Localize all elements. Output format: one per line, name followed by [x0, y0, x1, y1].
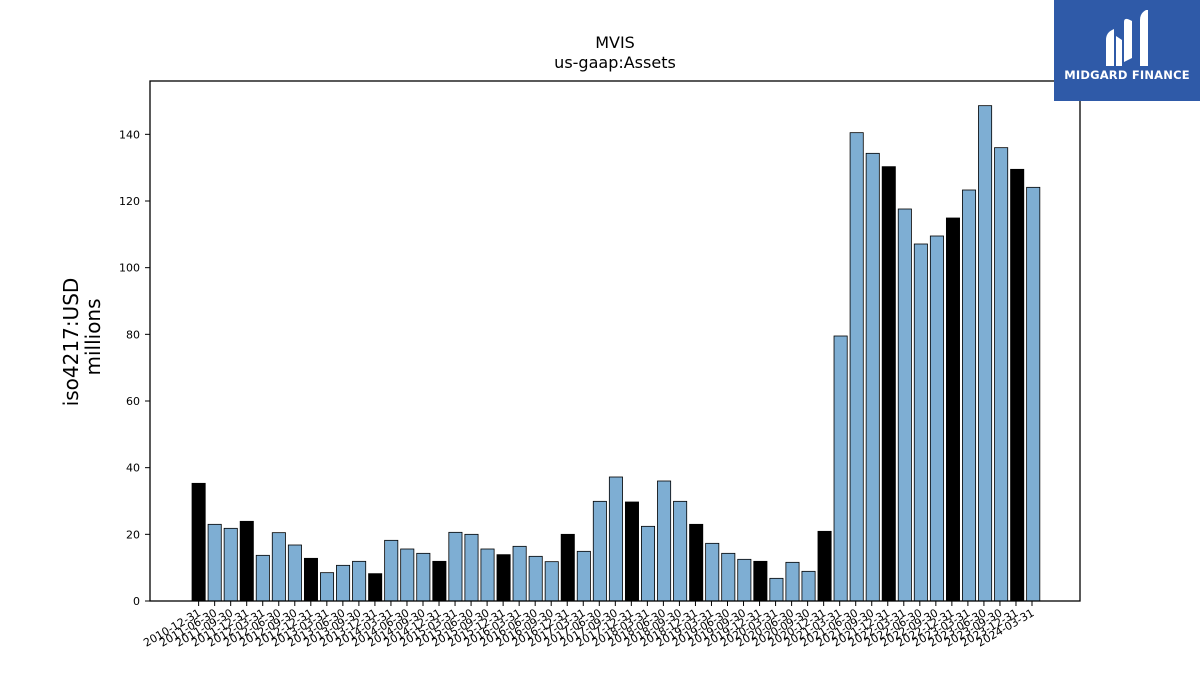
bar-2021-03-31: [849, 132, 864, 602]
bar-2012-09-30: [303, 557, 318, 602]
bar-2020-12-31: [833, 335, 848, 602]
bar-2018-06-30: [673, 500, 688, 602]
bar-2012-12-31: [320, 572, 335, 602]
bar-2016-12-31: [576, 550, 591, 602]
bar-2020-06-30: [801, 570, 816, 602]
y-tick-label: 0: [133, 595, 140, 608]
bar-2011-06-30: [223, 527, 238, 602]
bar-2019-09-30: [753, 560, 768, 602]
bar-2022-12-31: [962, 189, 977, 602]
chart-title: MVIS: [595, 33, 635, 52]
bar-2020-03-31: [785, 561, 800, 602]
chart-subtitle: us-gaap:Assets: [554, 53, 676, 72]
bar-2021-06-30: [865, 152, 880, 602]
bar-2015-09-30: [496, 554, 511, 602]
midgard-bars-icon: [1106, 10, 1148, 66]
midgard-finance-logo: MIDGARD FINANCE: [1054, 0, 1200, 101]
bar-2022-03-31: [913, 243, 928, 602]
bar-2013-06-30: [352, 560, 367, 602]
bar-2013-09-30: [368, 573, 383, 602]
y-tick-label: 20: [126, 528, 140, 541]
bar-2016-06-30: [544, 561, 559, 602]
bar-2018-09-30: [689, 523, 704, 602]
bar-2012-06-30: [287, 544, 302, 602]
bar-2021-09-30: [881, 166, 896, 602]
bar-2019-06-30: [737, 558, 752, 602]
bar-2020-09-30: [817, 530, 832, 602]
bar-2016-09-30: [560, 533, 575, 602]
y-tick-label: 100: [119, 262, 140, 275]
bar-2012-03-31: [271, 532, 286, 602]
y-axis-label-line2: millions: [81, 298, 105, 375]
bar-2017-12-31: [641, 525, 656, 602]
bar-2014-09-30: [432, 560, 447, 602]
bar-2017-06-30: [608, 476, 623, 602]
bar-2017-09-30: [624, 501, 639, 602]
y-tick-label: 40: [126, 462, 140, 475]
bar-2011-09-30: [239, 520, 254, 602]
bar-2023-03-31: [978, 105, 993, 602]
bar-2019-03-31: [721, 552, 736, 602]
y-axis-label-line1: iso4217:USD: [59, 278, 83, 407]
bar-2014-03-31: [400, 548, 415, 602]
bar-2018-12-31: [705, 542, 720, 602]
bar-2016-03-31: [528, 555, 543, 602]
bar-2011-03-31: [207, 523, 222, 602]
bar-2018-03-31: [657, 480, 672, 602]
y-tick-label: 140: [119, 128, 140, 141]
y-tick-label: 80: [126, 328, 140, 341]
y-tick-label: 60: [126, 395, 140, 408]
bar-2017-03-31: [592, 500, 607, 602]
bar-2023-09-30: [1010, 168, 1025, 602]
bar-2015-06-30: [480, 548, 495, 602]
bar-2014-06-30: [416, 552, 431, 602]
bar-2022-09-30: [945, 217, 960, 602]
y-tick-label: 120: [119, 195, 140, 208]
bar-2022-06-30: [929, 235, 944, 602]
logo-text: MIDGARD FINANCE: [1064, 68, 1190, 82]
bar-2023-06-30: [994, 147, 1009, 602]
bar-2021-12-31: [897, 208, 912, 602]
bar-2014-12-31: [448, 531, 463, 602]
bar-2011-12-31: [255, 554, 270, 602]
bar-2013-12-31: [384, 539, 399, 602]
bar-2015-03-31: [464, 533, 479, 602]
bar-2015-12-31: [512, 545, 527, 602]
bar-2019-12-31: [769, 577, 784, 602]
bar-2023-12-31: [1026, 186, 1041, 602]
bar-2010-12-31: [191, 482, 206, 602]
bar-2013-03-31: [336, 564, 351, 602]
